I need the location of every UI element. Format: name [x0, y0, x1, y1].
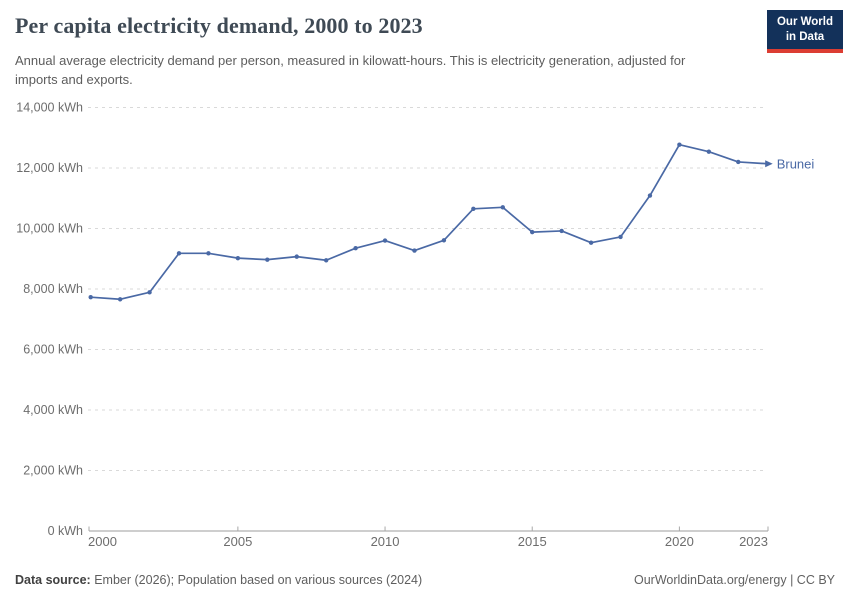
data-point-2001	[117, 297, 123, 302]
data-point-2004	[206, 251, 211, 256]
license-note: OurWorldinData.org/energy | CC BY	[633, 573, 835, 587]
data-point-2018	[618, 234, 623, 240]
y-axis-label-2000: 2,000 kWh	[23, 464, 83, 478]
data-point-2003	[176, 251, 182, 256]
data-point-2008	[323, 258, 329, 263]
series-end-label: Brunei	[777, 156, 815, 171]
data-source-note: Data source: Ember (2026); Population ba…	[15, 573, 422, 587]
owid-logo-line1: Our World	[776, 16, 833, 28]
x-axis-label-2020: 2020	[665, 534, 694, 549]
x-axis-label-2005: 2005	[223, 534, 252, 549]
data-point-2011	[412, 248, 417, 253]
y-axis-label-0: 0 kWh	[48, 524, 83, 538]
chart-footer: Data source: Ember (2026); Population ba…	[15, 573, 835, 587]
data-point-2000	[88, 294, 93, 300]
y-axis-label-10000: 10,000 kWh	[16, 222, 83, 236]
x-axis-label-2023: 2023	[739, 534, 768, 549]
data-point-2022	[736, 159, 741, 165]
y-axis-label-4000: 4,000 kWh	[23, 403, 83, 417]
page-subtitle: Annual average electricity demand per pe…	[15, 53, 686, 87]
data-point-2006	[265, 257, 270, 262]
data-source-value: Ember (2026); Population based on variou…	[90, 573, 423, 587]
data-point-2017	[588, 240, 594, 245]
data-point-2009	[353, 245, 358, 251]
data-point-2013	[471, 206, 476, 212]
data-point-2002	[147, 290, 152, 295]
data-point-2015	[530, 229, 535, 235]
data-point-2014	[500, 205, 505, 210]
series-line-brunei	[89, 143, 769, 301]
page-title: Per capita electricity demand, 2000 to 2…	[15, 13, 423, 38]
data-point-2019	[647, 193, 653, 198]
data-point-2020	[677, 142, 682, 147]
series-end-arrow-icon	[765, 160, 773, 168]
data-point-2016	[559, 228, 564, 234]
y-axis-label-12000: 12,000 kWh	[16, 161, 83, 175]
data-point-2005	[235, 255, 241, 261]
owid-logo: Our World in Data	[767, 10, 843, 53]
data-source-label: Data source:	[15, 573, 91, 587]
y-axis-label-8000: 8,000 kWh	[23, 282, 83, 296]
data-point-2007	[294, 254, 299, 259]
x-axis-label-2015: 2015	[518, 534, 547, 549]
data-point-2021	[706, 149, 712, 154]
x-axis-label-2010: 2010	[371, 534, 400, 549]
y-axis-label-14000: 14,000 kWh	[16, 101, 83, 115]
owid-logo-line2: in Data	[785, 30, 825, 43]
y-axis-label-6000: 6,000 kWh	[23, 343, 83, 357]
data-point-2010	[382, 238, 388, 243]
data-point-2012	[441, 238, 447, 243]
x-axis-label-2000: 2000	[88, 534, 117, 549]
